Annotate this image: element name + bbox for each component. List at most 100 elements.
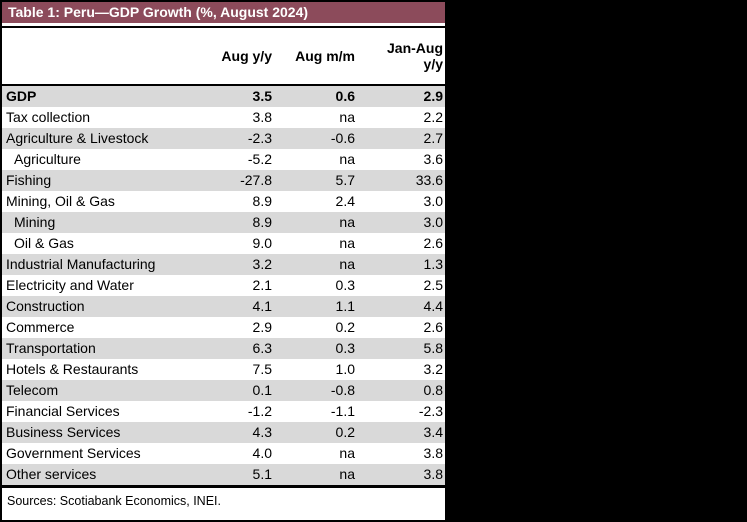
row-label: Transportation [6, 340, 96, 356]
row-label: Agriculture & Livestock [6, 130, 149, 146]
cell-aug-mm: 1.0 [335, 361, 355, 377]
table-row: Commerce 2.9 0.2 2.6 [2, 317, 445, 338]
table-row-sub: Agriculture -5.2 na 3.6 [2, 149, 445, 170]
cell-jan-aug-yy: 3.8 [423, 445, 443, 461]
cell-aug-yy: 8.9 [252, 214, 272, 230]
cell-aug-mm: 0.2 [335, 319, 355, 335]
cell-aug-yy: -5.2 [247, 151, 272, 167]
cell-jan-aug-yy: 1.3 [423, 256, 443, 272]
cell-jan-aug-yy: 2.7 [423, 130, 443, 146]
cell-aug-mm: 0.2 [335, 424, 355, 440]
cell-jan-aug-yy: 3.8 [423, 466, 443, 482]
table-row: Industrial Manufacturing 3.2 na 1.3 [2, 254, 445, 275]
cell-aug-yy: 3.5 [252, 88, 272, 104]
cell-jan-aug-yy: 2.6 [423, 319, 443, 335]
cell-aug-mm: na [339, 235, 355, 251]
cell-jan-aug-yy: 4.4 [423, 298, 443, 314]
table-row: Tax collection 3.8 na 2.2 [2, 107, 445, 128]
table-title-bar: Table 1: Peru—GDP Growth (%, August 2024… [2, 2, 445, 23]
rows-container: GDP 3.5 0.6 2.9 Tax collection 3.8 na 2.… [2, 86, 445, 485]
cell-aug-yy: 8.9 [252, 193, 272, 209]
row-label: Construction [6, 298, 85, 314]
cell-jan-aug-yy: 2.2 [423, 109, 443, 125]
row-label: Tax collection [6, 109, 91, 125]
cell-jan-aug-yy: 2.6 [423, 235, 443, 251]
cell-aug-yy: 4.0 [252, 445, 272, 461]
cell-aug-mm: 5.7 [335, 172, 355, 188]
row-label: Government Services [6, 445, 141, 461]
cell-aug-mm: 0.3 [335, 277, 355, 293]
cell-aug-yy: -27.8 [240, 172, 272, 188]
title-divider-rule [2, 26, 445, 28]
cell-jan-aug-yy: 0.8 [423, 382, 443, 398]
cell-aug-yy: 3.2 [252, 256, 272, 272]
cell-jan-aug-yy: 3.0 [423, 214, 443, 230]
cell-aug-mm: 2.4 [335, 193, 355, 209]
row-label: GDP [6, 88, 37, 104]
table-row: Government Services 4.0 na 3.8 [2, 443, 445, 464]
row-label: Other services [6, 466, 97, 482]
row-label: Electricity and Water [6, 277, 134, 293]
title-divider-gap [2, 23, 445, 26]
table-row-gdp: GDP 3.5 0.6 2.9 [2, 86, 445, 107]
table-row: Electricity and Water 2.1 0.3 2.5 [2, 275, 445, 296]
cell-aug-yy: 9.0 [252, 235, 272, 251]
row-label: Financial Services [6, 403, 120, 419]
table-row: Other services 5.1 na 3.8 [2, 464, 445, 485]
table-row: Construction 4.1 1.1 4.4 [2, 296, 445, 317]
cell-aug-mm: -0.6 [330, 130, 355, 146]
table-row: Hotels & Restaurants 7.5 1.0 3.2 [2, 359, 445, 380]
cell-jan-aug-yy: 3.2 [423, 361, 443, 377]
cell-jan-aug-yy: -2.3 [418, 403, 443, 419]
cell-aug-mm: -0.8 [330, 382, 355, 398]
table-row: Fishing -27.8 5.7 33.6 [2, 170, 445, 191]
table-row: Telecom 0.1 -0.8 0.8 [2, 380, 445, 401]
cell-aug-yy: 2.1 [252, 277, 272, 293]
cell-aug-mm: na [339, 214, 355, 230]
cell-aug-mm: na [339, 445, 355, 461]
cell-aug-mm: 1.1 [335, 298, 355, 314]
cell-aug-mm: -1.1 [330, 403, 355, 419]
header-bottom-rule [2, 84, 445, 86]
column-header-row: Aug y/y Aug m/m Jan-Aug y/y [2, 28, 445, 84]
row-label: Fishing [6, 172, 52, 188]
column-header-aug-mm: Aug m/m [295, 48, 355, 64]
cell-jan-aug-yy: 2.5 [423, 277, 443, 293]
cell-aug-yy: 4.1 [252, 298, 272, 314]
cell-aug-mm: na [339, 256, 355, 272]
cell-aug-yy: -2.3 [247, 130, 272, 146]
cell-jan-aug-yy: 3.4 [423, 424, 443, 440]
cell-jan-aug-yy: 2.9 [423, 88, 443, 104]
cell-aug-mm: 0.3 [335, 340, 355, 356]
cell-jan-aug-yy: 3.6 [423, 151, 443, 167]
gdp-table: Table 1: Peru—GDP Growth (%, August 2024… [0, 0, 447, 522]
row-label: Commerce [6, 319, 75, 335]
source-row: Sources: Scotiabank Economics, INEI. [2, 488, 445, 520]
table-row: Agriculture & Livestock -2.3 -0.6 2.7 [2, 128, 445, 149]
cell-aug-mm: 0.6 [335, 88, 355, 104]
row-label: Mining, Oil & Gas [6, 193, 115, 209]
cell-aug-yy: -1.2 [247, 403, 272, 419]
row-label: Mining [14, 214, 56, 230]
cell-aug-mm: na [339, 466, 355, 482]
cell-aug-yy: 3.8 [252, 109, 272, 125]
row-label: Business Services [6, 424, 121, 440]
column-header-jan-aug-yy: Jan-Aug y/y [387, 40, 443, 72]
footer-top-rule [2, 485, 445, 488]
cell-aug-yy: 4.3 [252, 424, 272, 440]
cell-jan-aug-yy: 3.0 [423, 193, 443, 209]
row-label: Industrial Manufacturing [6, 256, 156, 272]
table-row: Financial Services -1.2 -1.1 -2.3 [2, 401, 445, 422]
row-label: Telecom [6, 382, 59, 398]
table-row-sub: Oil & Gas 9.0 na 2.6 [2, 233, 445, 254]
row-label: Hotels & Restaurants [6, 361, 139, 377]
cell-aug-mm: na [339, 151, 355, 167]
cell-aug-yy: 6.3 [252, 340, 272, 356]
cell-aug-yy: 2.9 [252, 319, 272, 335]
table-row: Mining, Oil & Gas 8.9 2.4 3.0 [2, 191, 445, 212]
cell-aug-yy: 7.5 [252, 361, 272, 377]
table-row: Transportation 6.3 0.3 5.8 [2, 338, 445, 359]
cell-jan-aug-yy: 5.8 [423, 340, 443, 356]
table-row: Business Services 4.3 0.2 3.4 [2, 422, 445, 443]
row-label: Agriculture [14, 151, 81, 167]
